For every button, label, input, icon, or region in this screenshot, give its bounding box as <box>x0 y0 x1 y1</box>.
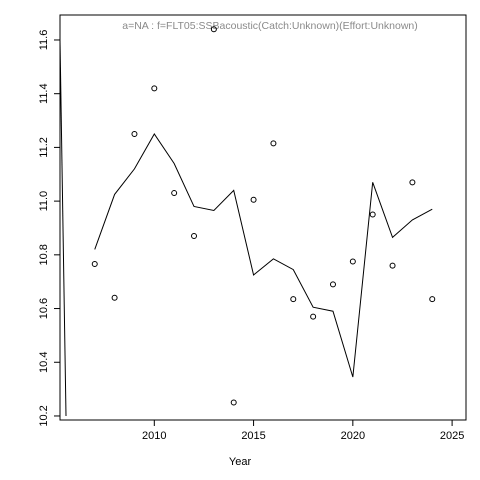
y-tick-label: 11.6 <box>38 30 50 51</box>
point <box>171 190 178 197</box>
point <box>329 281 336 288</box>
x-tick-label: 2025 <box>440 430 464 442</box>
point <box>409 179 416 186</box>
point <box>310 313 317 320</box>
x-tick-label: 2020 <box>341 430 365 442</box>
plot-box <box>59 14 467 421</box>
point <box>91 260 98 267</box>
y-tick-label: 10.2 <box>38 405 50 426</box>
point <box>369 211 376 218</box>
y-tick-label: 11.2 <box>38 137 50 158</box>
x-tick-label: 2010 <box>142 430 166 442</box>
y-tick-label: 11.0 <box>38 191 50 212</box>
point <box>151 85 158 92</box>
x-axis-label: Year <box>229 456 252 468</box>
point <box>111 294 118 301</box>
y-tick-label: 10.6 <box>38 298 50 319</box>
y-tick-label: 11.4 <box>38 83 50 104</box>
point <box>290 296 297 303</box>
chart-title: a=NA : f=FLT05:SSBacoustic(Catch:Unknown… <box>122 20 418 32</box>
point <box>429 296 436 303</box>
line <box>94 133 433 378</box>
point <box>250 196 257 203</box>
point <box>389 262 396 269</box>
x-tick-label: 2015 <box>241 430 265 442</box>
point <box>191 233 198 240</box>
point <box>210 26 217 33</box>
y-tick-label: 10.8 <box>38 244 50 265</box>
point <box>230 399 237 406</box>
y-tick-label: 10.4 <box>38 352 50 373</box>
point <box>270 140 277 147</box>
point <box>349 258 356 265</box>
y-axis <box>59 39 67 416</box>
point <box>131 130 138 137</box>
